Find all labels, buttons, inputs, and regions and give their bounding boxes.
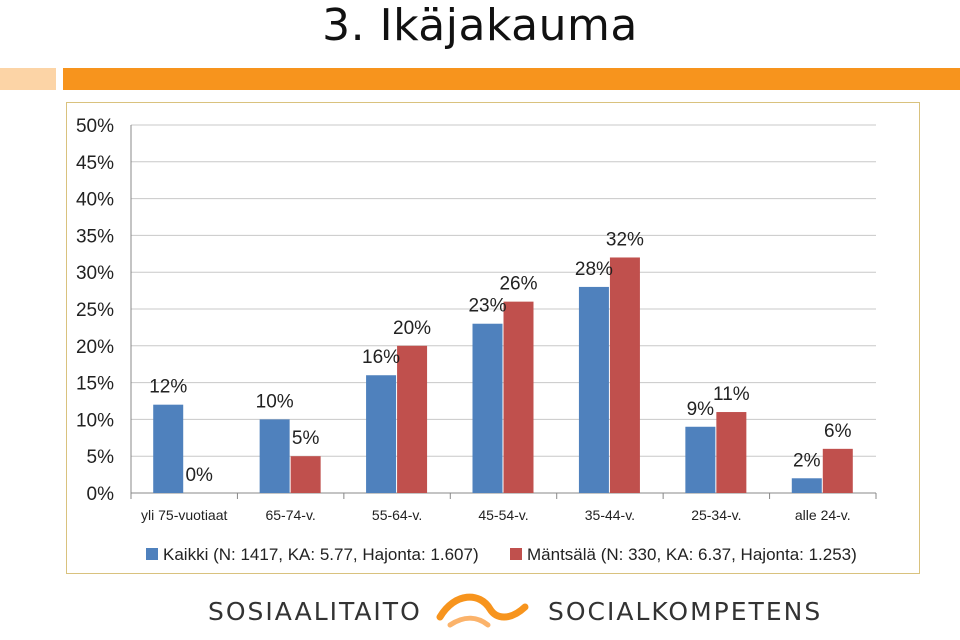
bar-series-2	[290, 456, 321, 493]
data-label-series-2: 6%	[824, 421, 852, 442]
y-tick-label: 50%	[76, 116, 114, 137]
x-tick-label: yli 75-vuotiaat	[141, 507, 227, 523]
data-label-series-2: 20%	[393, 318, 431, 339]
logo-text-left: SOSIAALITAITO	[208, 597, 422, 626]
header-accent-bar	[63, 68, 960, 90]
y-tick-label: 10%	[76, 410, 114, 431]
data-label-series-1: 2%	[793, 450, 821, 471]
page-title: 3. Ikäjakauma	[322, 0, 638, 51]
data-label-series-1: 16%	[362, 347, 400, 368]
y-tick-label: 0%	[87, 484, 115, 505]
bar-series-2	[397, 345, 428, 493]
y-tick-label: 30%	[76, 263, 114, 284]
bar-series-2	[716, 412, 747, 493]
legend-swatch-series-1	[146, 548, 158, 560]
header-accent-bar-light	[0, 68, 56, 90]
y-tick-label: 20%	[76, 337, 114, 358]
bar-series-1	[472, 323, 503, 493]
x-tick-label: 35-44-v.	[585, 507, 635, 523]
x-tick-label: alle 24-v.	[795, 507, 851, 523]
bar-series-2	[609, 257, 640, 493]
data-label-series-1: 28%	[575, 259, 613, 280]
bar-series-2	[503, 301, 534, 493]
data-label-series-1: 12%	[149, 377, 187, 398]
legend-swatch-series-2	[510, 548, 522, 560]
bar-series-1	[259, 419, 290, 493]
bars	[153, 257, 853, 493]
footer-logo: SOSIAALITAITO SOCIALKOMPETENS	[0, 585, 960, 635]
data-label-series-2: 32%	[606, 229, 644, 250]
x-tick-label: 55-64-v.	[372, 507, 422, 523]
data-label-series-1: 10%	[256, 391, 294, 412]
x-tick-label: 25-34-v.	[691, 507, 741, 523]
y-tick-label: 25%	[76, 300, 114, 321]
data-label-series-1: 23%	[468, 296, 506, 317]
legend-label-series-1: Kaikki (N: 1417, KA: 5.77, Hajonta: 1.60…	[163, 545, 479, 564]
y-tick-label: 45%	[76, 153, 114, 174]
x-tick-label: 45-54-v.	[478, 507, 528, 523]
bar-series-2	[822, 448, 853, 493]
data-labels: 12% 0% 10% 5% 16% 20% 23%26% 28% 32% 9%11% 2%6%	[149, 229, 851, 486]
bar-series-1	[791, 478, 822, 493]
legend-label-series-2: Mäntsälä (N: 330, KA: 6.37, Hajonta: 1.2…	[527, 545, 857, 564]
bar-series-1	[578, 286, 609, 493]
y-tick-label: 5%	[87, 447, 115, 468]
y-tick-label: 40%	[76, 190, 114, 211]
data-label-series-2: 0%	[185, 465, 213, 486]
logo-swirl-icon	[436, 593, 529, 628]
y-tick-label: 35%	[76, 226, 114, 247]
x-tick-label: 65-74-v.	[265, 507, 315, 523]
data-label-series-2: 11%	[713, 384, 750, 405]
y-tick-label: 15%	[76, 374, 114, 395]
data-label-series-2: 26%	[499, 274, 537, 295]
y-axis-ticks: 0% 5% 10% 15% 20% 25% 30% 35% 40% 45% 50%	[76, 116, 114, 505]
x-axis-ticks: yli 75-vuotiaat 65-74-v. 55-64-v. 45-54-v. 3…	[141, 507, 851, 523]
logo-text-right: SOCIALKOMPETENS	[548, 597, 823, 626]
legend: Kaikki (N: 1417, KA: 5.77, Hajonta: 1.60…	[146, 545, 857, 564]
data-label-series-1: 9%	[687, 399, 715, 420]
bar-series-1	[153, 404, 184, 493]
bar-series-1	[685, 426, 716, 493]
data-label-series-2: 5%	[292, 428, 320, 449]
bar-series-1	[366, 375, 397, 493]
